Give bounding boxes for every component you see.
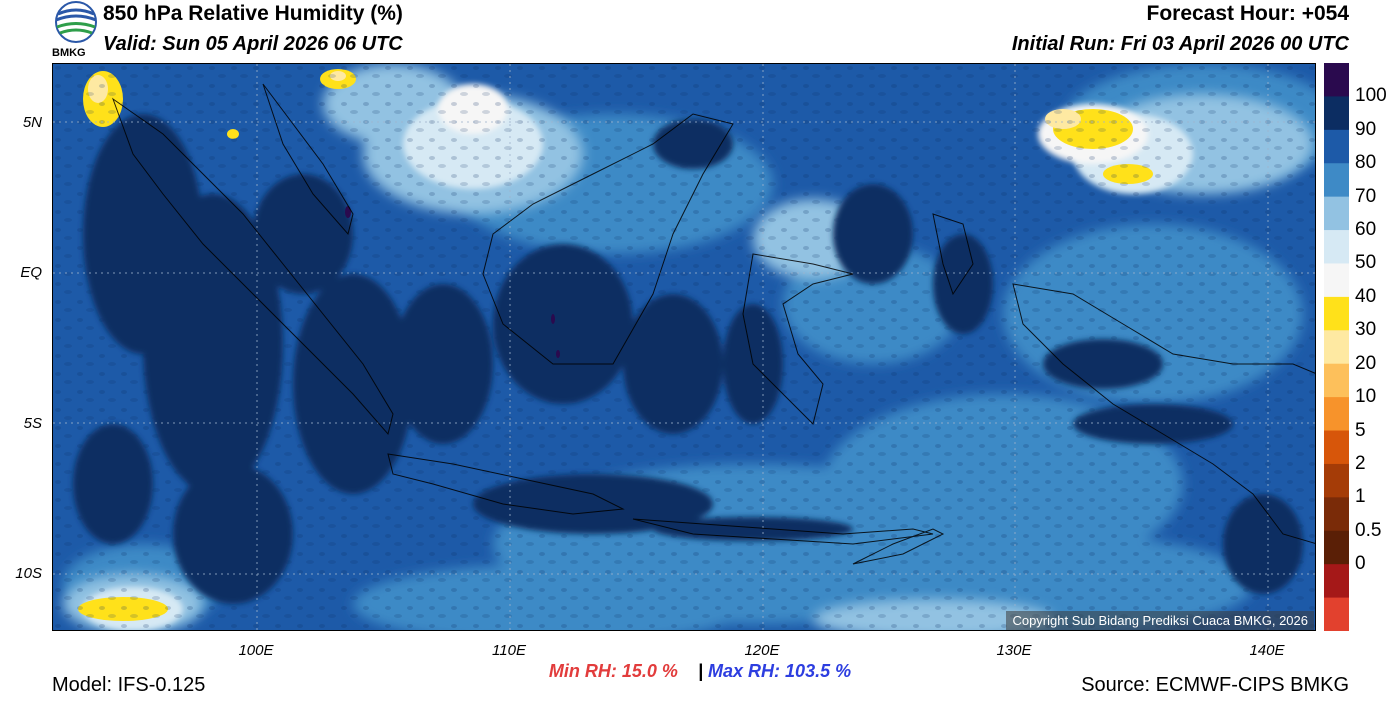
- colorbar-label: 90: [1355, 118, 1377, 140]
- colorbar-label: 70: [1355, 185, 1377, 207]
- chart-title: 850 hPa Relative Humidity (%): [103, 2, 403, 25]
- colorbar-label: 40: [1355, 285, 1377, 307]
- forecast-hour: Forecast Hour: +054: [1146, 2, 1350, 25]
- colorbar-label: 10: [1355, 386, 1377, 408]
- data-source: Source: ECMWF-CIPS BMKG: [1081, 674, 1349, 696]
- colorbar-segment: [1324, 497, 1349, 532]
- lon-label-120e: 120E: [744, 642, 780, 659]
- colorbar-segment: [1324, 463, 1349, 498]
- lat-label-5s: 5S: [23, 415, 42, 432]
- colorbar-label: 1: [1355, 486, 1366, 508]
- colorbar-segment: [1324, 129, 1349, 164]
- valid-time: Valid: Sun 05 April 2026 06 UTC: [103, 33, 403, 55]
- colorbar-segment: [1324, 63, 1349, 97]
- colorbar-label: 60: [1355, 219, 1377, 241]
- colorbar-label: 30: [1355, 319, 1377, 341]
- logo-text: BMKG: [52, 47, 86, 59]
- colorbar-label: 5: [1355, 419, 1366, 441]
- colorbar-label: 100: [1355, 85, 1387, 107]
- colorbar-segment: [1324, 530, 1349, 565]
- colorbar-segment: [1324, 196, 1349, 231]
- colorbar-segment: [1324, 330, 1349, 365]
- colorbar-segment: [1324, 163, 1349, 198]
- lon-label-100e: 100E: [238, 642, 274, 659]
- model-name: Model: IFS-0.125: [52, 674, 206, 696]
- colorbar-segment: [1324, 564, 1349, 599]
- bmkg-logo-icon: [55, 1, 97, 43]
- colorbar-segment: [1324, 96, 1349, 131]
- lat-label-10s: 10S: [15, 565, 42, 582]
- min-rh: Min RH: 15.0 %: [548, 661, 678, 681]
- lon-label-110e: 110E: [492, 642, 526, 659]
- colorbar-label: 50: [1355, 252, 1377, 274]
- stats-separator: |: [697, 661, 704, 681]
- colorbar-label: 0: [1355, 553, 1366, 575]
- colorbar-segment: [1324, 296, 1349, 331]
- lon-label-130e: 130E: [996, 642, 1032, 659]
- colorbar-segment: [1324, 263, 1349, 298]
- colorbar-label: 2: [1355, 452, 1366, 474]
- lon-label-140e: 140E: [1249, 642, 1285, 659]
- colorbar-segment: [1324, 597, 1349, 631]
- colorbar-segment: [1324, 230, 1349, 264]
- colorbar-label: 80: [1355, 152, 1377, 174]
- colorbar-segment: [1324, 363, 1349, 398]
- lat-label-5n: 5N: [22, 114, 42, 131]
- max-rh: Max RH: 103.5 %: [708, 661, 852, 681]
- rh-stats: Min RH: 15.0 % | Max RH: 103.5 %: [0, 661, 1400, 682]
- colorbar-segment: [1324, 430, 1349, 465]
- humidity-field: [53, 64, 1315, 630]
- initial-run: Initial Run: Fri 03 April 2026 00 UTC: [1011, 33, 1349, 55]
- colorbar-segment: [1324, 397, 1349, 432]
- coastlines: [111, 83, 1315, 565]
- copyright-notice: Copyright Sub Bidang Prediksi Cuaca BMKG…: [1006, 611, 1314, 630]
- humidity-map: [52, 63, 1316, 631]
- colorbar: [1324, 63, 1349, 631]
- lat-label-eq: EQ: [20, 264, 42, 281]
- colorbar-label: 20: [1355, 352, 1377, 374]
- colorbar-label: 0.5: [1355, 519, 1382, 541]
